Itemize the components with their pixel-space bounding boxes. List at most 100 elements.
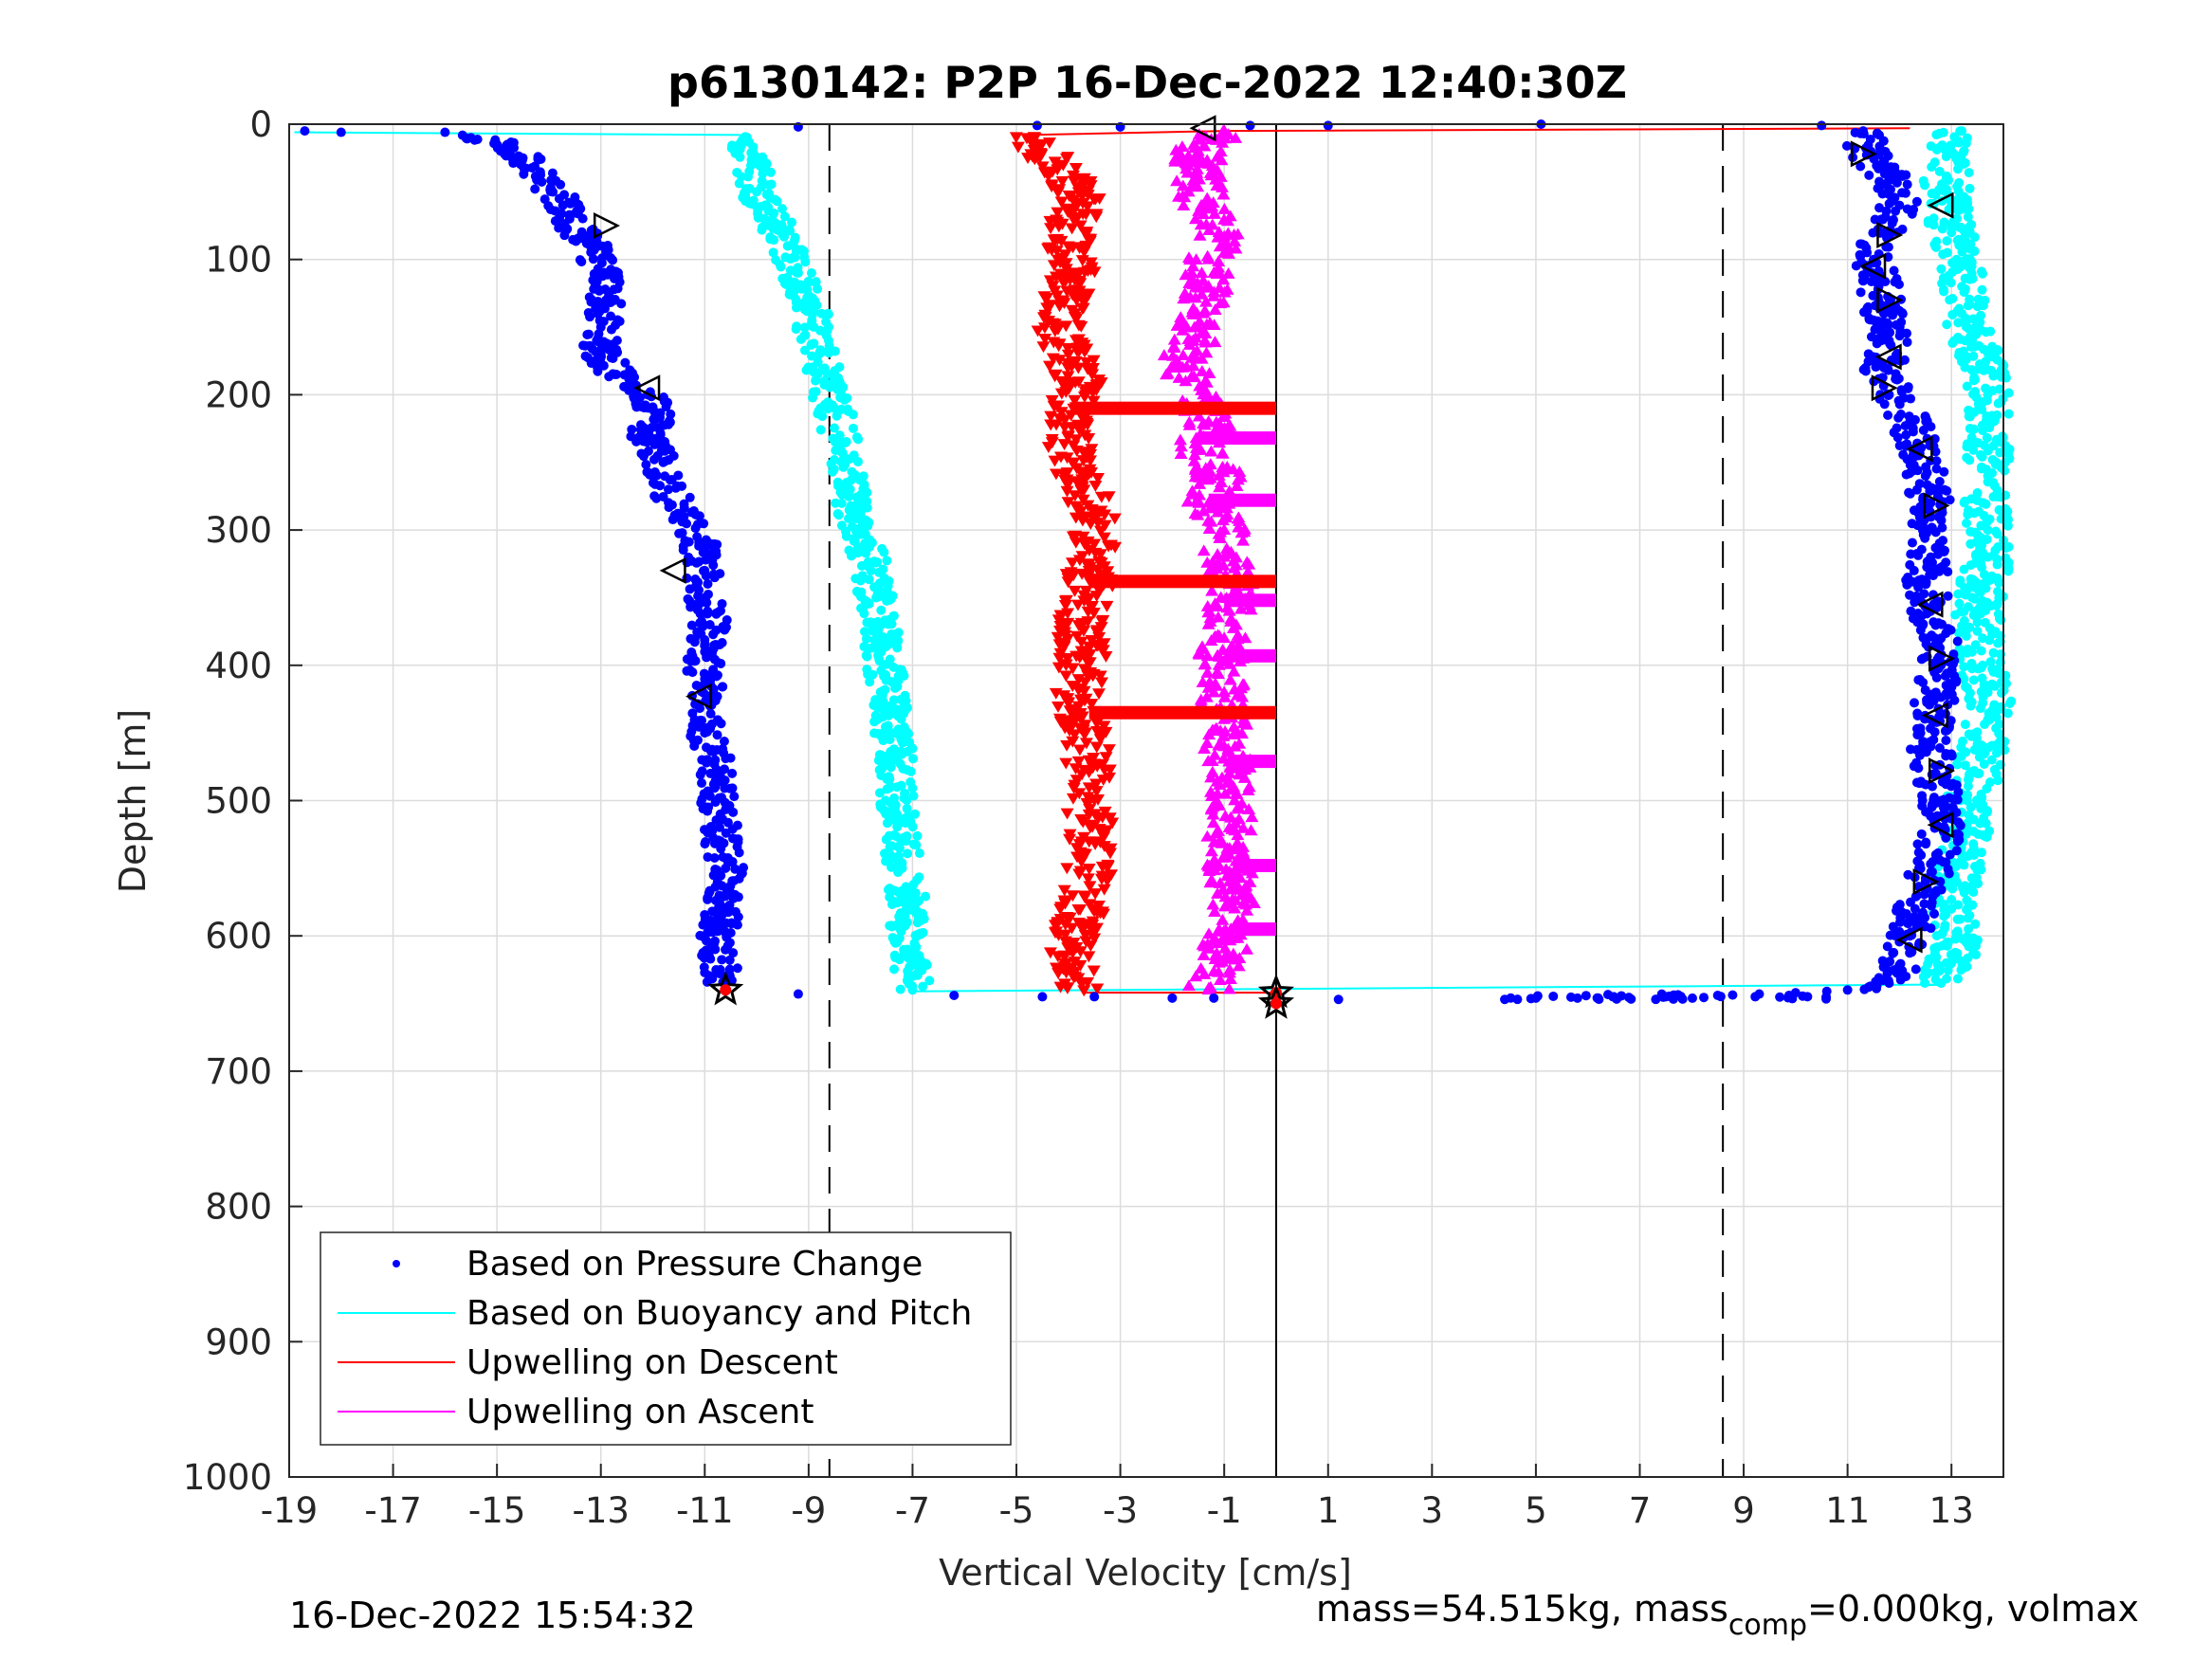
dot-marker (1798, 991, 1808, 1001)
data-point (1926, 552, 1936, 562)
legend-swatch-dot (393, 1260, 400, 1267)
dot-marker (1939, 466, 1949, 477)
dot-marker (858, 603, 868, 613)
data-point (1957, 308, 1967, 319)
dot-marker (1972, 626, 1983, 636)
dot-marker (844, 545, 854, 556)
dot-marker (912, 830, 923, 841)
dot-marker (1934, 962, 1945, 973)
descent-marker (1057, 884, 1071, 897)
footer-mass-subscript: comp (1728, 1609, 1807, 1642)
dot-marker (2000, 745, 2010, 756)
dot-marker (1937, 278, 1947, 288)
descent-marker (1068, 490, 1082, 502)
dot-marker (651, 493, 662, 503)
data-point (840, 457, 850, 467)
dot-marker (1939, 217, 1949, 228)
dot-marker (893, 675, 904, 685)
dot-marker (700, 933, 710, 943)
dot-marker (1941, 680, 1951, 690)
dot-marker (1608, 992, 1618, 1002)
dot-marker (545, 183, 556, 193)
dot-marker (1931, 952, 1942, 962)
dot-marker (1949, 132, 1960, 142)
data-point (1037, 992, 1048, 1002)
dot-marker (890, 938, 901, 948)
dot-marker (726, 919, 737, 929)
dot-marker (1996, 462, 2006, 472)
descent-marker (1081, 792, 1095, 804)
y-tick-label: 800 (205, 1187, 272, 1228)
data-point (850, 511, 861, 521)
dot-marker (734, 178, 744, 189)
dot-marker (1862, 305, 1873, 316)
descent-marker (1011, 141, 1025, 154)
dot-marker (829, 423, 839, 433)
descent-marker (1054, 196, 1069, 209)
dot-marker (1968, 351, 1979, 361)
dot-marker (1911, 777, 1922, 788)
dot-marker (731, 142, 741, 153)
dot-marker (1942, 236, 1952, 246)
dot-marker (846, 475, 856, 485)
dot-marker (1959, 615, 1969, 626)
dot-marker (1967, 900, 1978, 910)
descent-marker (1038, 334, 1052, 345)
upwelling-bar-segment (1234, 922, 1276, 937)
dot-marker (1963, 913, 1973, 923)
dot-marker (907, 822, 918, 832)
dot-marker (1975, 543, 1985, 554)
dot-marker (1930, 887, 1941, 898)
x-tick-label: -17 (364, 1490, 421, 1531)
dot-marker (1968, 887, 1979, 898)
descent-marker (1044, 223, 1058, 235)
dot-marker (1959, 674, 1969, 684)
descent-marker (1077, 538, 1091, 551)
dot-marker (721, 828, 731, 838)
dot-marker (1987, 341, 1998, 352)
dot-marker (724, 783, 735, 793)
dot-marker (1943, 567, 1953, 577)
dot-marker (489, 138, 500, 149)
dot-marker (1565, 992, 1576, 1002)
dot-marker (620, 357, 631, 368)
descent-marker (1091, 472, 1106, 484)
dot-marker (1953, 589, 1964, 599)
descent-marker (1067, 175, 1081, 188)
dot-marker (899, 722, 909, 733)
descent-marker (1070, 630, 1085, 643)
dot-marker (872, 702, 883, 712)
dot-marker (1951, 213, 1962, 224)
descent-marker (1065, 922, 1079, 935)
dot-marker (1868, 228, 1878, 238)
dot-marker (892, 708, 903, 719)
y-tick-label: 1000 (183, 1457, 272, 1498)
dot-marker (2001, 490, 2011, 501)
dot-marker (743, 172, 754, 182)
dot-marker (831, 446, 841, 456)
dot-marker (698, 804, 708, 814)
dot-marker (739, 188, 749, 198)
dot-marker (1994, 504, 2004, 515)
descent-marker (1066, 793, 1080, 805)
data-point (1951, 877, 1962, 887)
dot-marker (602, 340, 612, 351)
dot-marker (1898, 392, 1909, 403)
dot-marker (850, 501, 861, 511)
dot-marker (900, 813, 910, 824)
descent-marker (1081, 798, 1095, 811)
dot-marker (759, 166, 769, 176)
dot-marker (777, 204, 788, 214)
data-point (595, 322, 606, 333)
dot-marker (907, 783, 918, 793)
x-tick-label: 9 (1732, 1490, 1755, 1531)
dot-marker (1973, 438, 1983, 448)
data-point (585, 241, 595, 251)
dot-marker (1980, 295, 1990, 305)
dot-marker (800, 330, 811, 340)
data-series (294, 119, 2017, 1005)
dot-marker (817, 364, 828, 374)
dot-marker (1895, 410, 1906, 420)
dot-marker (1976, 789, 1986, 799)
descent-marker (1051, 400, 1065, 412)
